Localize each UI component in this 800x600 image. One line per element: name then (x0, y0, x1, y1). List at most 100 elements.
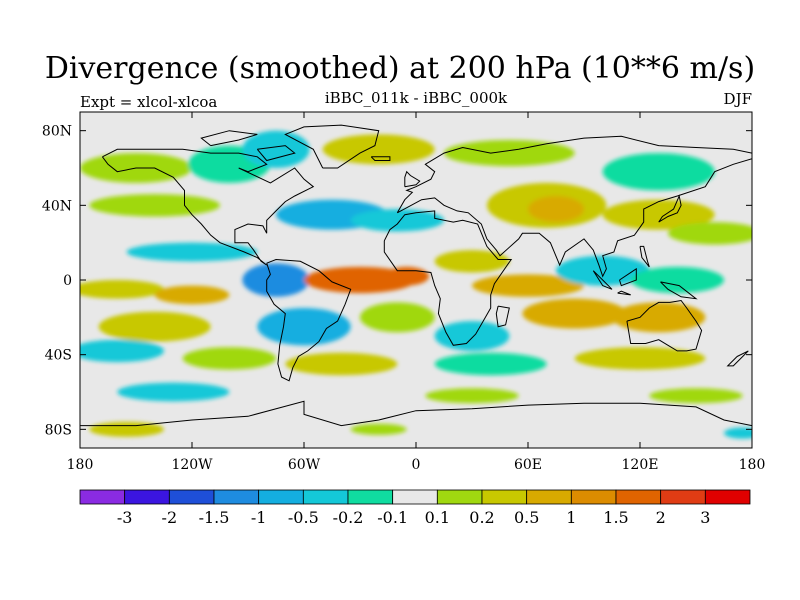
coastline-8 (658, 194, 682, 223)
coastline-3 (396, 135, 752, 278)
coastline-6 (80, 400, 752, 427)
colorbar-box (392, 489, 438, 505)
field-blob-red (384, 266, 430, 286)
axis-ticks: 80N 40N 0 40S 80S 180 120W 60W 0 60E 120E 180 (42, 112, 765, 473)
y-tick-label: 80N (42, 124, 72, 140)
y-tick-label: 40S (45, 348, 72, 364)
field-blob-green (182, 347, 276, 370)
x-tick-label: 180 (67, 457, 94, 473)
field-blob-teal (434, 352, 547, 376)
colorbar-label: 1 (566, 508, 576, 527)
colorbar-box (258, 489, 304, 505)
colorbar-label: -2 (162, 508, 178, 527)
field-blob-yellow (602, 199, 715, 230)
coastline-12 (660, 281, 698, 300)
field-blob-yellow (434, 250, 510, 273)
y-tick-label: 0 (63, 273, 72, 289)
field-blob-green (360, 302, 435, 333)
field-blob-orange (528, 196, 584, 223)
colorbar-box (168, 489, 215, 505)
colorbar-label: -0.5 (288, 508, 319, 527)
field-blob-cyan (724, 427, 752, 439)
season-label: DJF (723, 90, 752, 108)
coastline-18 (200, 130, 258, 147)
coastlines (80, 124, 752, 427)
coastline-14 (495, 305, 510, 328)
field-blob-green (444, 140, 575, 167)
x-tick-label: 120W (171, 457, 213, 473)
colorbar-label: -1.5 (199, 508, 230, 527)
field-blob-teal (630, 266, 724, 294)
field-blob-yellow (574, 347, 706, 370)
x-tick-label: 0 (412, 457, 421, 473)
colorbar-box (302, 489, 349, 505)
coastline-4 (383, 210, 513, 346)
colorbar-box (124, 489, 170, 505)
colorbar-label: 0.2 (469, 508, 494, 527)
colorbar-label: -1 (251, 508, 267, 527)
plot-title: Divergence (smoothed) at 200 hPa (10**6 … (44, 51, 756, 86)
colorbar-box (570, 489, 617, 505)
colorbar-label: 0.1 (425, 508, 450, 527)
x-tick-label: 120E (622, 457, 659, 473)
coastline-17 (256, 145, 296, 162)
field-blob-yellow (98, 311, 211, 342)
y-tick-label: 40N (42, 198, 72, 214)
coastline-11 (619, 267, 637, 287)
field-blob-green (649, 388, 743, 404)
colorbar-label: 2 (656, 508, 666, 527)
colorbar-box (660, 489, 706, 505)
center-label: iBBC_011k - iBBC_000k (324, 89, 508, 107)
field-blob-orange (154, 285, 230, 305)
coastline-1 (266, 258, 352, 382)
colorbar-label: -0.2 (333, 508, 364, 527)
colorbar-label: 3 (700, 508, 710, 527)
coastline-10 (617, 290, 631, 296)
field-blob-orange (612, 302, 706, 333)
field-blob-yellow (80, 280, 164, 299)
field-blob-cyan (434, 321, 510, 351)
field-blob-orange (472, 274, 584, 297)
colorbar-box (79, 489, 126, 505)
colorbar-box (704, 489, 751, 505)
field-blob-cyan (556, 255, 650, 286)
field-blob-cyan (126, 242, 258, 262)
field-blob-green (668, 222, 752, 245)
coastline-7 (404, 170, 421, 188)
field-blob-teal (602, 153, 715, 191)
coastline-9 (592, 270, 613, 290)
colorbar-box (526, 489, 572, 505)
x-tick-label: 180 (739, 457, 766, 473)
coastline-2 (284, 124, 380, 169)
colorbar-label: -0.1 (377, 508, 408, 527)
field-blob-yellow (285, 352, 398, 376)
field-blob-green (425, 388, 519, 404)
field-blob-green (350, 423, 407, 435)
field-blob-cyan (350, 209, 445, 232)
colorbar-box (436, 489, 483, 505)
field-blob-cyan (117, 382, 230, 402)
colorbar-box (481, 489, 528, 505)
field-blob-yellow (322, 134, 435, 165)
y-tick-label: 80S (45, 422, 72, 438)
field-blob-cyan (80, 339, 164, 363)
coastline-16 (639, 245, 650, 268)
x-tick-label: 60W (288, 457, 321, 473)
field-blob-orange (522, 298, 627, 329)
x-tick-label: 60E (514, 457, 542, 473)
colorbar-label: 0.5 (514, 508, 539, 527)
field-blob-blue (242, 263, 310, 297)
colorbar-label: 1.5 (603, 508, 628, 527)
colorbar-box (213, 489, 260, 505)
coastline-13 (726, 350, 749, 367)
colorbar-box (347, 489, 394, 505)
coastline-0 (101, 148, 315, 266)
field-blob-lightblue (257, 308, 351, 346)
colorbar-label: -3 (117, 508, 133, 527)
colorbar-box (615, 489, 662, 505)
experiment-label: Expt = xlcol-xlcoa (80, 93, 218, 111)
field-blob-green (89, 194, 220, 217)
coastline-5 (626, 299, 703, 352)
colorbar: -3 -2 -1.5 -1 -0.5 -0.2 -0.1 0.1 0.2 0.5 1 1.5 2 3 (79, 489, 751, 527)
